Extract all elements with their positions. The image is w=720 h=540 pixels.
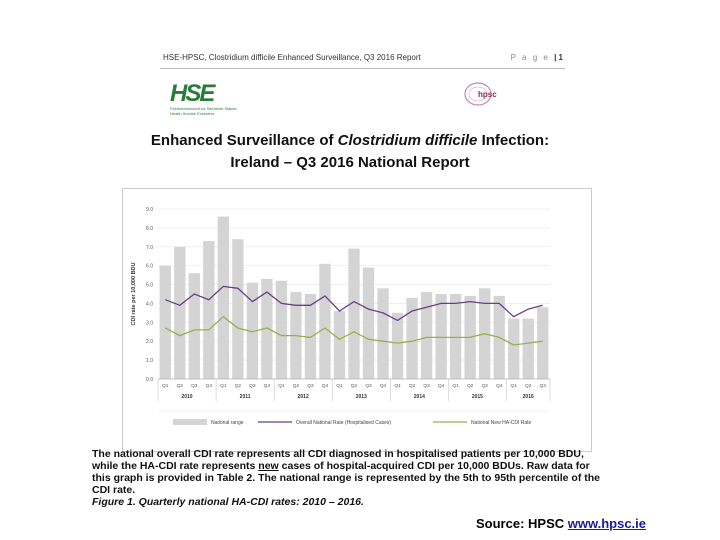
year-label: 2014 bbox=[414, 394, 425, 400]
bar bbox=[333, 311, 346, 379]
page-number: P a g e | 1 bbox=[510, 53, 563, 62]
bar bbox=[174, 246, 186, 379]
bar bbox=[275, 280, 288, 379]
header-text: HSE-HPSC, Clostridium difficile Enhanced… bbox=[163, 53, 421, 62]
bar bbox=[159, 265, 171, 379]
hse-logo: HSE Feidhmeannacht na Seirbhíse Sláinte … bbox=[170, 82, 240, 118]
x-tick-label: Q1 bbox=[336, 383, 343, 389]
x-tick-label: Q2 bbox=[525, 383, 532, 389]
title-line-2: Ireland – Q3 2016 National Report bbox=[230, 154, 470, 171]
y-tick-label: 2.0 bbox=[146, 339, 153, 345]
hse-logo-mark: HSE bbox=[170, 80, 215, 107]
chart-frame: 0.0 1.0 2.0 3.0 4.0 5.0 6.0 7.0 8.0 9.0 CDI rate p… bbox=[122, 188, 592, 452]
hpsc-logo-icon bbox=[464, 82, 492, 106]
x-tick-label: Q4 bbox=[206, 383, 213, 389]
series-line bbox=[164, 315, 543, 346]
bar bbox=[348, 248, 360, 379]
bar bbox=[188, 273, 200, 379]
x-tick-label: Q1 bbox=[278, 383, 285, 389]
y-tick-label: 8.0 bbox=[146, 226, 153, 232]
x-tick-label: Q2 bbox=[235, 383, 242, 389]
bar bbox=[362, 267, 375, 379]
hpsc-logo-text: hpsc bbox=[478, 90, 497, 99]
bar bbox=[377, 288, 389, 379]
bar bbox=[203, 241, 215, 379]
x-tick-label: Q2 bbox=[409, 383, 416, 389]
x-tick-label: Q1 bbox=[220, 383, 227, 389]
x-tick-label: Q3 bbox=[423, 383, 430, 389]
y-tick-label: 0.0 bbox=[146, 377, 153, 383]
x-tick-label: Q3 bbox=[540, 383, 547, 389]
bar bbox=[319, 263, 331, 379]
x-tick-label: Q4 bbox=[264, 383, 271, 389]
x-tick-label: Q2 bbox=[293, 383, 300, 389]
bar bbox=[522, 318, 534, 379]
x-tick-label: Q4 bbox=[322, 383, 329, 389]
year-label: 2016 bbox=[523, 394, 534, 400]
year-label: 2013 bbox=[356, 394, 367, 400]
bar bbox=[435, 294, 447, 379]
bar bbox=[508, 318, 520, 379]
year-label: 2012 bbox=[298, 394, 309, 400]
x-tick-label: Q4 bbox=[496, 383, 503, 389]
x-tick-label: Q1 bbox=[511, 383, 518, 389]
y-tick-label: 4.0 bbox=[146, 301, 153, 307]
bar bbox=[232, 239, 244, 379]
x-tick-label: Q1 bbox=[162, 383, 169, 389]
x-tick-label: Q1 bbox=[452, 383, 459, 389]
year-label: 2015 bbox=[472, 394, 483, 400]
x-tick-label: Q3 bbox=[481, 383, 488, 389]
x-tick-label: Q2 bbox=[467, 383, 474, 389]
bar bbox=[261, 278, 273, 379]
y-tick-label: 3.0 bbox=[146, 320, 153, 326]
hse-logo-subtitle: Feidhmeannacht na Seirbhíse Sláinte bbox=[170, 106, 237, 111]
x-tick-label: Q3 bbox=[191, 383, 198, 389]
header-divider bbox=[160, 68, 565, 69]
y-axis-label: CDI rate per 10,000 BDU bbox=[131, 262, 137, 325]
x-tick-label: Q2 bbox=[177, 383, 184, 389]
y-tick-label: 5.0 bbox=[146, 283, 153, 289]
figure-title: Figure 1. Quarterly national HA-CDI rate… bbox=[92, 496, 364, 508]
legend-label: National New HA-CDI Rate bbox=[471, 420, 532, 426]
figure-caption: The national overall CDI rate represents… bbox=[92, 448, 600, 508]
cdi-rate-chart: 0.0 1.0 2.0 3.0 4.0 5.0 6.0 7.0 8.0 9.0 CDI rate p… bbox=[131, 207, 551, 426]
bar bbox=[449, 294, 462, 379]
y-tick-label: 1.0 bbox=[146, 358, 153, 364]
bar bbox=[304, 294, 317, 379]
series-line bbox=[165, 285, 543, 322]
source-note: Source: HPSC www.hpsc.ie bbox=[476, 516, 647, 531]
bar bbox=[406, 297, 418, 379]
x-tick-label: Q4 bbox=[438, 383, 445, 389]
x-tick-label: Q3 bbox=[365, 383, 372, 389]
year-label: 2010 bbox=[181, 394, 192, 400]
report-title: Enhanced Surveillance of Clostridium dif… bbox=[140, 130, 560, 174]
bar bbox=[217, 216, 229, 379]
y-tick-label: 9.0 bbox=[146, 207, 153, 213]
x-tick-label: Q1 bbox=[394, 383, 401, 389]
legend-label: Overall National Rate (Hospitalised Case… bbox=[296, 420, 391, 426]
bar bbox=[420, 292, 433, 379]
bar bbox=[391, 312, 404, 379]
year-label: 2011 bbox=[240, 394, 251, 400]
bar bbox=[537, 307, 549, 379]
legend-label: National range bbox=[211, 420, 244, 426]
x-tick-label: Q3 bbox=[249, 383, 256, 389]
legend-swatch bbox=[173, 419, 207, 425]
bar bbox=[246, 282, 259, 379]
x-tick-label: Q4 bbox=[380, 383, 387, 389]
y-tick-label: 6.0 bbox=[146, 264, 153, 270]
y-tick-label: 7.0 bbox=[146, 245, 153, 251]
source-link[interactable]: www.hpsc.ie bbox=[567, 516, 647, 531]
hse-logo-subtitle-en: Health Service Executive bbox=[170, 111, 215, 116]
x-tick-label: Q2 bbox=[351, 383, 358, 389]
x-tick-label: Q3 bbox=[307, 383, 314, 389]
title-line-1: Enhanced Surveillance of Clostridium dif… bbox=[150, 132, 550, 149]
report-header: HSE-HPSC, Clostridium difficile Enhanced… bbox=[163, 53, 563, 67]
